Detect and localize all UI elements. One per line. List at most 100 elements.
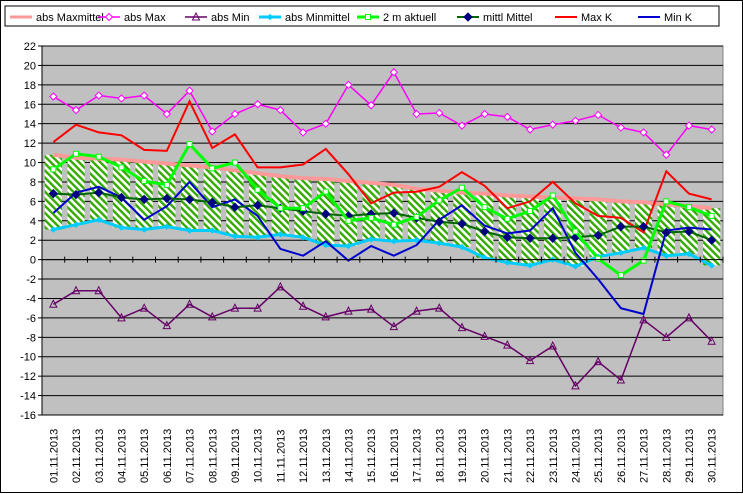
data-point-abs-minmittel xyxy=(50,226,57,233)
legend-label-min-k: Min K xyxy=(664,12,693,24)
legend-label-mittl-mittel: mittl Mittel xyxy=(483,12,533,24)
band-column xyxy=(589,199,607,257)
data-point-abs-max xyxy=(139,91,149,100)
data-point-abs-min xyxy=(593,356,603,366)
legend-marker-abs-max xyxy=(104,12,114,22)
x-tick-label: 20.11.2013 xyxy=(480,429,492,483)
data-point-mittl-mittel xyxy=(162,193,172,204)
y-tick-label: 22 xyxy=(24,41,36,53)
x-tick-label: 19.11.2013 xyxy=(457,429,469,483)
data-point-abs-min xyxy=(457,322,467,332)
data-point-abs-max xyxy=(548,120,557,129)
y-tick-label: 20 xyxy=(24,60,36,72)
data-point-abs-max xyxy=(503,112,512,122)
data-point-2-m-aktuell xyxy=(685,204,692,211)
data-point-mittl-mittel xyxy=(94,187,104,198)
x-tick-label: 03.11.2013 xyxy=(94,429,106,483)
data-point-abs-minmittel xyxy=(685,250,693,258)
data-point-abs-max xyxy=(71,105,81,115)
data-point-abs-minmittel xyxy=(663,252,670,259)
y-tick-label: -16 xyxy=(20,410,36,422)
data-point-abs-min xyxy=(616,374,626,384)
data-point-2-m-aktuell xyxy=(209,165,216,172)
series-line-abs-maxmittel xyxy=(53,152,712,211)
data-point-abs-max xyxy=(389,68,399,77)
x-tick-label: 26.11.2013 xyxy=(616,429,628,483)
x-tick-label: 01.11.2013 xyxy=(48,429,60,483)
x-tick-label: 13.11.2013 xyxy=(321,429,333,483)
data-point-abs-minmittel xyxy=(504,259,511,266)
data-point-mittl-mittel xyxy=(684,226,694,237)
series-line-min-k xyxy=(52,180,712,316)
data-point-2-m-aktuell xyxy=(549,192,556,199)
y-tick-label: 14 xyxy=(24,119,36,131)
y-tick-label: -6 xyxy=(26,313,36,325)
data-point-abs-minmittel xyxy=(254,234,261,241)
data-point-2-m-aktuell xyxy=(390,221,397,228)
y-tick-label: 2 xyxy=(30,235,36,247)
legend-label-abs-max: abs Max xyxy=(124,12,166,24)
y-tick-label: -4 xyxy=(26,293,36,305)
x-tick-label: 27.11.2013 xyxy=(639,429,651,483)
y-tick-label: -10 xyxy=(20,352,36,364)
data-point-abs-min xyxy=(71,285,81,295)
y-tick-label: -2 xyxy=(26,274,36,286)
data-point-abs-min xyxy=(548,340,558,350)
data-point-abs-min xyxy=(207,311,217,321)
data-point-2-m-aktuell xyxy=(481,204,488,211)
data-point-abs-max xyxy=(49,92,58,101)
data-point-abs-min xyxy=(94,285,104,295)
data-point-abs-minmittel xyxy=(118,224,125,231)
data-point-abs-max xyxy=(457,121,467,130)
y-tick-label: 6 xyxy=(30,196,36,208)
data-point-2-m-aktuell xyxy=(436,197,443,204)
data-point-abs-minmittel xyxy=(708,262,715,269)
x-tick-label: 18.11.2013 xyxy=(434,429,446,483)
data-point-abs-minmittel xyxy=(458,243,466,251)
data-point-abs-minmittel xyxy=(413,237,420,244)
y-tick-label: -14 xyxy=(20,391,36,403)
data-point-mittl-mittel xyxy=(139,194,149,205)
data-point-abs-max xyxy=(276,105,285,115)
x-tick-label: 02.11.2013 xyxy=(71,429,83,483)
data-point-2-m-aktuell xyxy=(95,153,102,160)
data-point-abs-max xyxy=(117,94,126,103)
x-tick-label: 09.11.2013 xyxy=(230,429,242,483)
y-tick-label: -8 xyxy=(26,332,36,344)
data-point-2-m-aktuell xyxy=(141,177,148,184)
data-point-mittl-mittel xyxy=(661,227,671,238)
data-point-abs-minmittel xyxy=(299,234,307,241)
x-tick-label: 06.11.2013 xyxy=(162,429,174,483)
data-point-2-m-aktuell xyxy=(277,205,284,212)
y-tick-label: -12 xyxy=(20,371,36,383)
x-tick-label: 07.11.2013 xyxy=(185,429,197,483)
x-tick-label: 04.11.2013 xyxy=(116,429,128,483)
data-point-abs-max xyxy=(230,109,240,119)
y-tick-label: 10 xyxy=(24,158,36,170)
data-point-mittl-mittel xyxy=(525,233,535,243)
data-point-2-m-aktuell xyxy=(118,164,125,171)
data-point-abs-min xyxy=(117,312,126,322)
data-point-mittl-mittel xyxy=(207,197,217,208)
x-tick-label: 28.11.2013 xyxy=(661,429,673,483)
data-point-abs-max xyxy=(707,125,716,134)
data-point-abs-minmittel xyxy=(163,223,171,230)
data-point-abs-max xyxy=(639,128,648,137)
data-point-mittl-mittel xyxy=(434,217,444,227)
data-point-abs-min xyxy=(389,321,399,331)
data-point-abs-minmittel xyxy=(277,231,284,238)
y-tick-label: 18 xyxy=(24,80,36,92)
data-point-abs-min xyxy=(230,303,240,312)
data-point-mittl-mittel xyxy=(457,218,467,229)
band-column xyxy=(498,195,516,263)
data-point-mittl-mittel xyxy=(616,221,626,232)
data-point-mittl-mittel xyxy=(638,221,649,232)
data-point-abs-min xyxy=(162,320,172,330)
data-point-abs-max xyxy=(162,109,172,119)
data-point-2-m-aktuell xyxy=(73,150,80,157)
data-point-abs-max xyxy=(321,119,330,128)
data-point-mittl-mittel xyxy=(252,200,263,210)
data-point-abs-max xyxy=(616,123,626,132)
data-point-abs-minmittel xyxy=(140,226,148,233)
